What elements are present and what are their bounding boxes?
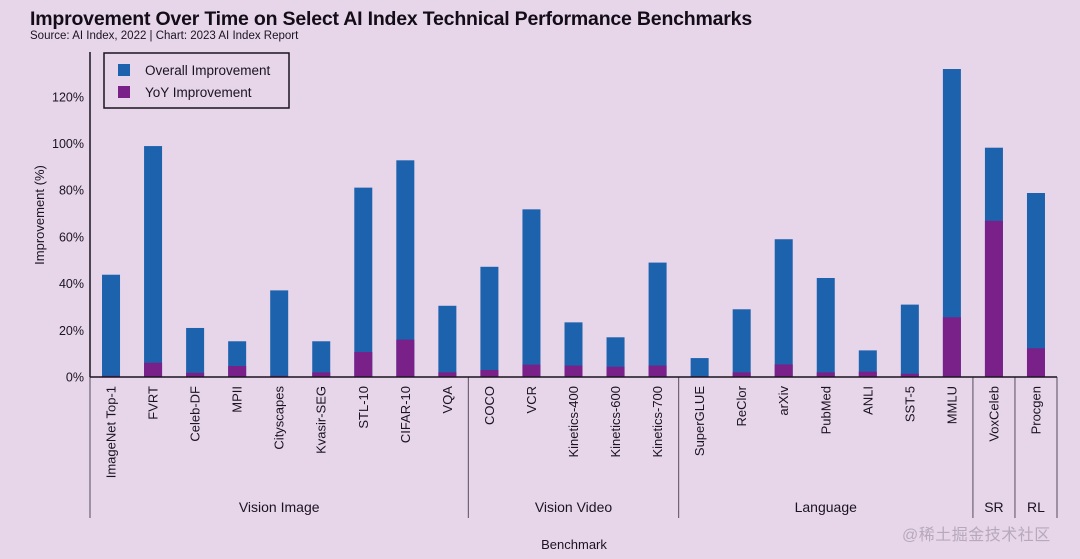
legend-label-yoy: YoY Improvement bbox=[145, 85, 252, 100]
bar-yoy bbox=[144, 362, 163, 377]
category-label: Procgen bbox=[1028, 386, 1043, 434]
bar-yoy bbox=[228, 366, 247, 377]
bar-overall bbox=[480, 266, 499, 377]
bar-yoy bbox=[564, 365, 583, 377]
group-label: RL bbox=[1027, 499, 1045, 515]
legend-box bbox=[103, 52, 290, 109]
category-label: ANLI bbox=[860, 386, 875, 415]
category-label: MMLU bbox=[944, 386, 959, 424]
category-label: COCO bbox=[482, 386, 497, 425]
bar-overall bbox=[858, 350, 877, 377]
category-label: FVRT bbox=[146, 386, 161, 420]
bar-overall bbox=[522, 209, 541, 377]
category-label: SuperGLUE bbox=[692, 386, 707, 456]
bar-yoy bbox=[354, 352, 373, 377]
bar-overall bbox=[270, 290, 289, 377]
category-label: Kinetics-600 bbox=[608, 386, 623, 458]
bar-overall bbox=[564, 322, 583, 377]
bar-yoy bbox=[648, 365, 667, 377]
legend: Overall Improvement YoY Improvement bbox=[103, 52, 290, 109]
bar-yoy bbox=[522, 364, 541, 377]
bar-overall bbox=[438, 305, 457, 377]
category-label: Celeb-DF bbox=[188, 386, 203, 442]
group-label: Vision Video bbox=[535, 499, 613, 515]
category-label: ImageNet Top-1 bbox=[104, 386, 119, 478]
group-dividers bbox=[89, 377, 1058, 518]
watermark: @稀土掘金技术社区 bbox=[902, 527, 1051, 544]
chart-title: Improvement Over Time on Select AI Index… bbox=[30, 8, 752, 30]
bar-yoy bbox=[1026, 348, 1045, 377]
bar-yoy bbox=[774, 364, 793, 377]
category-label: SST-5 bbox=[902, 386, 917, 422]
bar-yoy bbox=[732, 372, 751, 377]
legend-swatch-overall bbox=[118, 64, 130, 76]
bar-yoy bbox=[942, 317, 961, 377]
legend-label-overall: Overall Improvement bbox=[145, 63, 271, 78]
y-tick-label: 60% bbox=[59, 230, 84, 244]
bar-overall bbox=[648, 262, 667, 377]
chart-subtitle: Source: AI Index, 2022 | Chart: 2023 AI … bbox=[30, 30, 299, 42]
bar-yoy bbox=[396, 339, 415, 377]
y-tick-label: 40% bbox=[59, 277, 84, 291]
bar-yoy bbox=[606, 366, 625, 377]
group-label: Language bbox=[795, 499, 858, 515]
x-axis-title: Benchmark bbox=[541, 537, 607, 552]
legend-swatch-yoy bbox=[118, 86, 130, 98]
category-label: Kvasir-SEG bbox=[314, 386, 329, 454]
category-label: VoxCeleb bbox=[986, 386, 1001, 442]
category-labels: ImageNet Top-1 FVRT Celeb-DF MPII Cityscapes… bbox=[104, 385, 1044, 478]
bar-yoy bbox=[312, 372, 331, 377]
category-label: CIFAR-10 bbox=[398, 386, 413, 443]
category-label: VQA bbox=[440, 386, 455, 414]
group-label: SR bbox=[984, 499, 1003, 515]
y-tick-label: 100% bbox=[52, 137, 84, 151]
category-label: ReClor bbox=[734, 385, 749, 426]
y-tick-label: 20% bbox=[59, 324, 84, 338]
bar-overall bbox=[144, 146, 163, 377]
y-tick-label: 80% bbox=[59, 184, 84, 198]
bar-yoy bbox=[816, 372, 835, 377]
y-axis-title: Improvement (%) bbox=[32, 165, 47, 265]
bar-overall bbox=[942, 69, 961, 378]
bar-overall bbox=[774, 239, 793, 377]
bar-overall bbox=[354, 187, 373, 377]
category-label: STL-10 bbox=[356, 386, 371, 429]
category-label: arXiv bbox=[776, 386, 791, 416]
category-label: Kinetics-400 bbox=[566, 386, 581, 458]
category-label: MPII bbox=[230, 386, 245, 413]
category-label: VCR bbox=[524, 386, 539, 413]
bar-overall bbox=[900, 304, 919, 377]
bar-overall bbox=[732, 309, 751, 377]
bar-overall bbox=[1026, 193, 1045, 377]
group-label: Vision Image bbox=[239, 499, 320, 515]
bar-overall bbox=[396, 160, 415, 377]
bars bbox=[102, 69, 1045, 378]
bar-yoy bbox=[858, 371, 877, 377]
bar-overall bbox=[102, 274, 121, 377]
bar-yoy bbox=[900, 373, 919, 377]
bar-yoy bbox=[984, 220, 1003, 377]
bar-overall bbox=[186, 327, 205, 377]
y-tick-label: 120% bbox=[52, 90, 84, 104]
bar-yoy bbox=[186, 372, 205, 377]
bar-overall bbox=[690, 358, 709, 377]
bar-overall bbox=[312, 341, 331, 377]
y-axis-ticks: 0% 20% 40% 60% 80% 100% 120% bbox=[52, 90, 84, 384]
bar-yoy bbox=[480, 369, 499, 377]
category-label: Cityscapes bbox=[272, 386, 287, 450]
category-label: Kinetics-700 bbox=[650, 386, 665, 458]
category-label: PubMed bbox=[818, 386, 833, 434]
bar-overall bbox=[816, 277, 835, 377]
bar-yoy bbox=[438, 372, 457, 377]
y-tick-label: 0% bbox=[66, 371, 84, 385]
group-labels: Vision Image Vision Video Language SR RL bbox=[239, 499, 1045, 515]
